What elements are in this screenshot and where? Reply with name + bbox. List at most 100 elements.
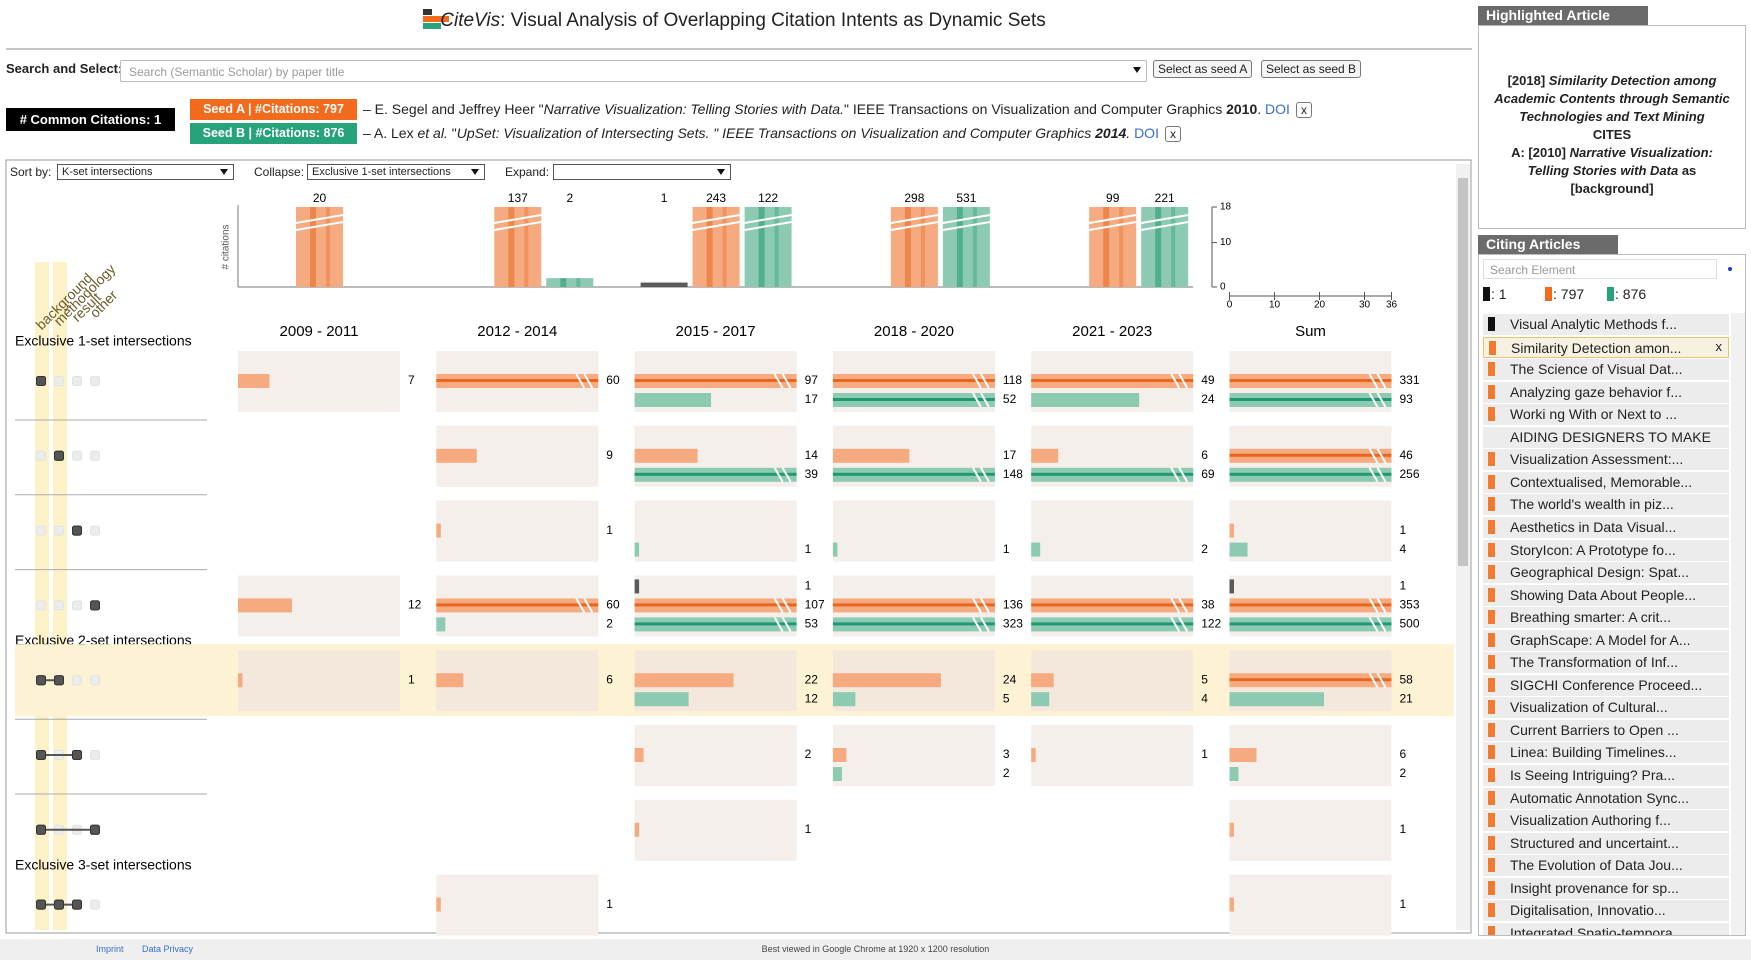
cell-value: 136 (1003, 598, 1023, 612)
cell-value: 5 (1003, 691, 1010, 705)
article-item[interactable]: The world's wealth in piz... (1483, 494, 1729, 516)
imprint-link[interactable]: Imprint (96, 944, 124, 954)
article-item[interactable]: Contextualised, Memorable... (1483, 471, 1729, 493)
privacy-link[interactable]: Data Privacy (142, 944, 194, 954)
element-search[interactable]: Search Element (1483, 259, 1717, 279)
x-tick-label: 0 (1227, 300, 1233, 311)
article-item[interactable]: Geographical Design: Spat... (1483, 562, 1729, 584)
set-dot (72, 376, 82, 386)
intent-marker (1488, 587, 1495, 602)
cell-bar (634, 393, 712, 407)
article-item[interactable]: Breathing smarter: A crit... (1483, 607, 1729, 629)
hist-bar-core (972, 207, 977, 287)
cell-value: 24 (1003, 672, 1017, 686)
search-dropdown[interactable] (1132, 63, 1146, 79)
cut-mark (744, 214, 792, 224)
article-item[interactable]: The Science of Visual Dat... (1483, 359, 1729, 381)
article-item[interactable]: SIGCHI Conference Proceed... (1483, 674, 1729, 696)
article-item[interactable]: Worki ng With or Next to ... (1483, 404, 1729, 426)
cell-bg (436, 500, 599, 562)
highlight-line: [2018] Similarity Detection among Academ… (1489, 72, 1735, 126)
article-item[interactable]: Visualization Authoring f... (1483, 810, 1729, 832)
legend-swatch (1607, 287, 1614, 301)
period-label: Sum (1295, 323, 1326, 340)
deselect[interactable]: x (1715, 338, 1723, 354)
cell-value: 107 (805, 598, 825, 612)
highlight-part: as [background] (1570, 163, 1697, 196)
cut-mark (1376, 597, 1387, 613)
article-item[interactable]: Showing Data About People... (1483, 584, 1729, 606)
cell-bar (1229, 542, 1248, 557)
highlight-line: CITES (1489, 126, 1735, 144)
article-item[interactable]: The Transformation of Inf... (1483, 652, 1729, 674)
cut-mark (781, 373, 792, 389)
collapse-select[interactable]: Exclusive 1-set intersections (307, 164, 485, 180)
article-item[interactable]: Digitalisation, Innovatio... (1483, 900, 1729, 922)
cell-bar (436, 897, 441, 912)
article-title: Contextualised, Memorable... (1510, 473, 1693, 490)
sort-select[interactable]: K-set intersections (57, 164, 234, 180)
overflow-core (1229, 398, 1392, 401)
article-item[interactable]: Similarity Detection amon... x (1483, 336, 1729, 358)
intent-marker (1488, 632, 1495, 647)
search-input[interactable]: Search (Semantic Scholar) by paper title (120, 60, 1147, 82)
cell-bar (238, 374, 270, 388)
hist-value: 221 (1155, 191, 1175, 205)
set-dot (36, 376, 46, 386)
intent-marker (1488, 655, 1495, 670)
article-item[interactable]: Structured and uncertaint... (1483, 832, 1729, 854)
doi-link[interactable]: DOI (1265, 101, 1290, 117)
article-item[interactable]: StoryIcon: A Prototype fo... (1483, 539, 1729, 561)
cut-mark (1368, 672, 1379, 688)
article-item[interactable]: The Evolution of Data Jou... (1483, 855, 1729, 877)
scrollbar-thumb[interactable] (1458, 178, 1468, 566)
cut-mark (980, 467, 990, 483)
legend-label: : 797 (1553, 286, 1585, 302)
remove-seed[interactable]: x (1164, 126, 1181, 142)
list-scrollbar[interactable] (1731, 313, 1745, 935)
cell-bg (634, 500, 797, 562)
seed-a-button[interactable]: Select as seed A (1153, 60, 1253, 78)
article-item[interactable]: Is Seeing Intriguing? Pra... (1483, 765, 1729, 786)
cell-value: 12 (805, 691, 819, 705)
seed-citation: – A. Lex et al. "UpSet: Visualization of… (363, 125, 1181, 142)
article-item[interactable]: AIDING DESIGNERS TO MAKE (1483, 426, 1729, 448)
group-label: Exclusive 2-set intersections (15, 632, 192, 648)
article-title: AIDING DESIGNERS TO MAKE (1510, 428, 1711, 445)
article-item[interactable]: Insight provenance for sp... (1483, 877, 1729, 899)
intent-marker (1488, 768, 1495, 782)
article-item[interactable]: Visual Analytic Methods f... (1483, 314, 1729, 335)
remove-seed[interactable]: x (1295, 102, 1312, 118)
hist-value: 2 (566, 191, 573, 205)
x-tick-label: 36 (1386, 300, 1398, 311)
collapse-label: Collapse: (254, 165, 305, 179)
article-title: Geographical Design: Spat... (1510, 564, 1689, 581)
logo-bar (423, 23, 441, 29)
article-item[interactable]: Current Barriers to Open ... (1483, 719, 1729, 741)
cell-bar (238, 673, 243, 688)
article-item[interactable]: Visualization of Cultural... (1483, 697, 1729, 719)
article-item[interactable]: Integrated Spatio-tempora... (1483, 922, 1729, 935)
seed-b-button[interactable]: Select as seed B (1261, 60, 1362, 78)
cell-bar (634, 748, 644, 762)
cell-bar (1031, 542, 1041, 557)
article-item[interactable]: Aesthetics in Data Visual... (1483, 516, 1729, 538)
overflow-core (436, 603, 599, 607)
doi-link[interactable]: DOI (1134, 125, 1159, 141)
article-title: Showing Data About People... (1510, 586, 1697, 603)
expand-select[interactable] (553, 164, 731, 180)
cell-value: 2 (1003, 766, 1010, 780)
citation-part: 2014 (1095, 125, 1127, 141)
article-title: SIGCHI Conference Proceed... (1510, 676, 1703, 693)
hist-value: 99 (1106, 191, 1120, 205)
cell-value: 39 (805, 467, 819, 481)
article-item[interactable]: Analyzing gaze behavior f... (1483, 381, 1729, 403)
article-item[interactable]: Visualization Assessment:... (1483, 449, 1729, 471)
article-title: Visualization Assessment:... (1510, 451, 1684, 468)
cell-bar (1031, 393, 1140, 407)
article-item[interactable]: Linea: Building Timelines... (1483, 742, 1729, 764)
cut-mark (1178, 597, 1189, 613)
y-tick-label: 10 (1220, 237, 1232, 248)
article-item[interactable]: Automatic Annotation Sync... (1483, 787, 1729, 809)
article-item[interactable]: GraphScape: A Model for A... (1483, 629, 1729, 651)
